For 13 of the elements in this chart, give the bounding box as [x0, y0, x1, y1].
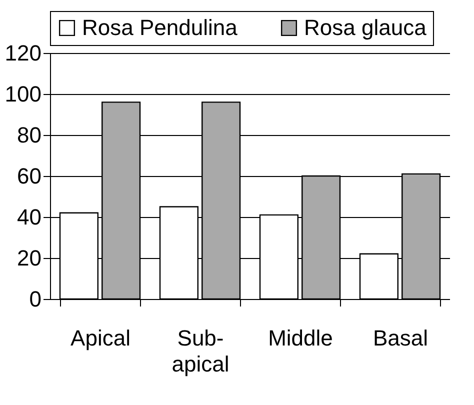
y-tick-label: 40 — [17, 204, 42, 230]
legend-label: Rosa glauca — [304, 15, 428, 40]
x-tick-label: Sub-apical — [172, 326, 230, 376]
y-tick-label: 20 — [17, 246, 42, 270]
y-tick-label: 120 — [4, 40, 42, 66]
x-tick-label: Basal — [372, 326, 428, 350]
x-tick-label: Apical — [70, 326, 130, 350]
y-tick-label: 80 — [17, 122, 42, 148]
y-tick-label: 60 — [17, 164, 42, 188]
legend-label: Rosa Pendulina — [82, 15, 238, 40]
x-tick-label: Middle — [268, 326, 333, 350]
y-tick-label: 0 — [29, 286, 42, 312]
y-tick-label: 100 — [4, 82, 42, 106]
